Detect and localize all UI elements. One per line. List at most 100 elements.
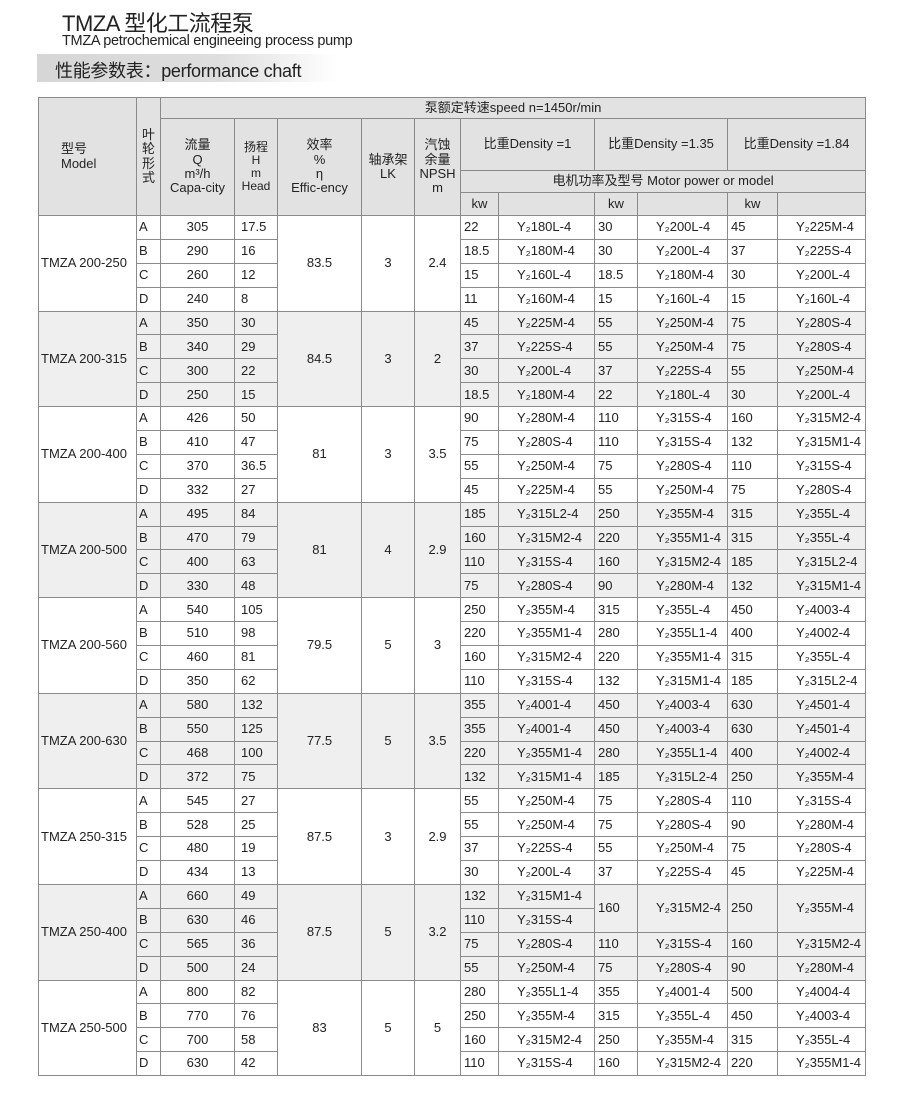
motor-kw-cell: 11 — [460, 286, 499, 312]
flow-cell: 528 — [160, 812, 235, 838]
motor-model-cell: Y₂250M-4 — [498, 453, 595, 479]
motor-model-cell: Y₂4002-4 — [776, 621, 867, 647]
head-cell: 100 — [234, 740, 278, 766]
motor-model-cell: Y₂180M-4 — [498, 382, 595, 408]
table-row: C 565 36 75 Y₂280S-4 110 Y₂315S-4 160 Y₂315M2-4 — [39, 931, 867, 957]
npsh-cell: 5 — [414, 979, 461, 1077]
motor-model-cell: Y₂4002-4 — [776, 740, 867, 766]
table-row: C 370 36.5 55 Y₂250M-4 75 Y₂280S-4 110 Y₂315S-4 — [39, 453, 867, 479]
motor-model-cell: Y₂315S-4 — [637, 406, 728, 432]
motor-model-cell: Y₂315M2-4 — [498, 1027, 595, 1053]
motor-kw-cell: 18.5 — [460, 382, 499, 408]
motor-model-cell: Y₂355L-4 — [637, 597, 728, 623]
impeller-cell: A — [136, 215, 161, 240]
impeller-cell: C — [136, 645, 161, 670]
motor-model-cell: Y₂355M1-4 — [498, 740, 595, 766]
motor-kw-cell: 37 — [460, 836, 499, 862]
motor-kw-cell: 110 — [727, 453, 778, 479]
motor-model-cell: Y₂250M-4 — [776, 358, 867, 384]
motor-model-cell: Y₂280M-4 — [637, 573, 728, 599]
motor-kw-cell: 75 — [460, 430, 499, 455]
motor-kw-cell: 250 — [594, 501, 638, 527]
motor-model-cell: Y₂160L-4 — [776, 286, 867, 312]
page-title: TMZA 型化工流程泵 — [62, 11, 254, 36]
flow-cell: 434 — [160, 860, 235, 885]
motor-model-cell: Y₂225M-4 — [498, 310, 595, 336]
motor-model-cell: Y₂280S-4 — [637, 453, 728, 479]
motor-kw-cell: 132 — [727, 430, 778, 455]
motor-model-cell: Y₂355L-4 — [637, 1003, 728, 1029]
lk-cell: 3 — [361, 215, 415, 312]
impeller-cell: B — [136, 334, 161, 360]
motor-kw-cell: 30 — [594, 238, 638, 264]
impeller-cell: D — [136, 1051, 161, 1077]
impeller-cell: B — [136, 238, 161, 264]
motor-model-cell: Y₂315M1-4 — [637, 668, 728, 694]
motor-model-cell: Y₂315S-4 — [776, 788, 867, 814]
motor-model-cell: Y₂180M-4 — [637, 262, 728, 288]
motor-kw-cell: 45 — [460, 477, 499, 503]
efficiency-cell: 87.5 — [277, 883, 362, 981]
flow-cell: 372 — [160, 764, 235, 790]
motor-kw-cell: 132 — [727, 573, 778, 599]
motor-model-cell: Y₂180L-4 — [498, 215, 595, 240]
impeller-cell: A — [136, 310, 161, 336]
head-cell: 29 — [234, 334, 278, 360]
motor-model-cell: Y₂200L-4 — [776, 262, 867, 288]
head-cell: 84 — [234, 501, 278, 527]
table-row: TMZA 200-315 A 350 30 84.5 3 2 45 Y₂225M-4 55 Y₂25… — [38, 310, 867, 408]
motor-kw-cell: 75 — [460, 931, 499, 957]
head-cell: 27 — [234, 788, 278, 814]
motor-kw-cell: 75 — [727, 836, 778, 862]
motor-kw-cell: 22 — [594, 382, 638, 408]
impeller-cell: B — [136, 1003, 161, 1029]
motor-kw-cell: 160 — [727, 931, 778, 957]
motor-model-cell: Y₂225S-4 — [637, 358, 728, 384]
motor-model-cell: Y₂225S-4 — [498, 334, 595, 360]
table-row: TMZA 200-400 A 426 50 81 3 3.5 90 Y₂280M-4 110 Y₂3… — [38, 406, 867, 503]
flow-cell: 330 — [160, 573, 235, 599]
head-cell: 16 — [234, 238, 278, 264]
flow-cell: 500 — [160, 955, 235, 981]
motor-model-cell: Y₂355M1-4 — [637, 525, 728, 551]
impeller-cell: B — [136, 525, 161, 551]
motor-kw-cell: 315 — [594, 597, 638, 623]
motor-model-cell: Y₂200L-4 — [637, 238, 728, 264]
motor-kw-cell: 90 — [727, 812, 778, 838]
head-cell: 48 — [234, 573, 278, 599]
motor-model-cell: Y₂315M2-4 — [637, 1051, 728, 1077]
motor-kw-cell: 110 — [727, 788, 778, 814]
motor-kw-cell: 450 — [594, 716, 638, 742]
flow-cell: 468 — [160, 740, 235, 766]
table-row: TMZA 200-250 A 305 17.5 83.5 3 2.4 22 Y₂180L-4 30… — [38, 215, 867, 312]
flow-cell: 350 — [160, 668, 235, 694]
lk-cell: 5 — [361, 979, 415, 1077]
motor-kw-cell: 55 — [727, 358, 778, 384]
impeller-cell: A — [136, 883, 161, 909]
motor-kw-cell: 220 — [460, 740, 499, 766]
motor-kw-cell: 75 — [594, 788, 638, 814]
npsh-cell: 2 — [414, 310, 461, 408]
motor-model-cell: Y₂355M-4 — [637, 1027, 728, 1053]
motor-model-cell: Y₂225M-4 — [498, 477, 595, 503]
head-cell: 76 — [234, 1003, 278, 1029]
model-cell: TMZA 250-400 — [38, 883, 137, 981]
motor-kw-cell: 90 — [460, 406, 499, 432]
motor-model-cell: Y₂4001-4 — [498, 692, 595, 718]
head-cell: 15 — [234, 382, 278, 408]
table-row: D 350 62 110 Y₂315S-4 132 Y₂315M1-4 185 Y₂315L2-… — [39, 668, 867, 694]
impeller-cell: A — [136, 692, 161, 718]
motor-kw-cell: 450 — [727, 597, 778, 623]
flow-cell: 630 — [160, 907, 235, 933]
motor-model-cell: Y₂355M-4 — [498, 597, 595, 623]
header-density-1-84: 比重Density =1.84 — [726, 118, 867, 171]
impeller-cell: D — [136, 286, 161, 312]
impeller-cell: D — [136, 955, 161, 981]
head-cell: 63 — [234, 549, 278, 575]
motor-model-cell: Y₂160L-4 — [498, 262, 595, 288]
motor-model-cell: Y₂4501-4 — [776, 716, 867, 742]
motor-kw-cell: 45 — [727, 215, 778, 240]
flow-cell: 305 — [160, 215, 235, 240]
motor-model-cell: Y₂315M1-4 — [498, 764, 595, 790]
motor-model-cell: Y₂315S-4 — [498, 668, 595, 694]
